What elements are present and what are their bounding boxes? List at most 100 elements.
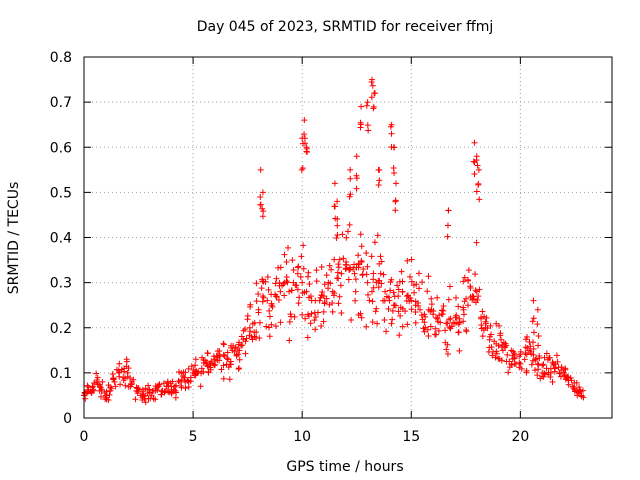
data-point-peak [334,198,341,205]
data-point [476,286,483,293]
data-point [389,316,396,323]
data-point [487,322,494,329]
data-point [333,235,340,242]
x-axis-label: GPS time / hours [286,459,403,475]
data-point [516,353,523,360]
data-point [197,383,204,390]
data-point-peak [257,193,264,200]
data-point [220,375,227,382]
data-point-peak [531,329,537,336]
data-point [180,369,187,376]
data-point [504,351,511,358]
data-point [442,327,449,334]
data-point [286,318,293,325]
data-point [334,269,341,276]
data-point [313,278,320,285]
data-point [268,321,275,328]
data-point [148,392,155,399]
data-point [475,293,482,300]
data-point [395,293,402,300]
data-point [521,356,528,363]
data-point-peak [445,207,452,214]
data-point [320,308,327,315]
data-point [413,281,420,288]
data-point [323,272,330,279]
data-point [218,366,225,373]
data-point [421,328,428,335]
data-point [571,388,578,395]
data-point [277,319,284,326]
data-point [432,325,439,332]
data-point [236,365,243,372]
data-point-peak [390,164,397,171]
data-point [535,366,542,373]
data-point [484,325,491,332]
data-point [198,354,205,361]
data-point [326,262,333,269]
data-point-peak [259,205,266,212]
data-point-peak [475,166,482,173]
data-point [506,364,513,371]
data-point [327,280,334,287]
data-point-peak [388,130,395,137]
data-point [283,258,290,265]
data-point [418,312,425,319]
data-point [243,335,250,342]
data-point [220,340,227,347]
data-point [236,347,243,354]
data-point [531,367,538,374]
data-point [363,249,370,256]
data-point-peak [473,188,480,195]
data-point [377,253,384,260]
data-point [253,329,260,336]
data-point [266,313,273,320]
data-point [416,285,423,292]
data-point [96,387,103,394]
data-point [280,280,287,287]
y-tick-label: 0.5 [50,185,72,201]
data-point [307,320,314,327]
data-point [543,350,550,357]
data-point [256,319,263,326]
data-point [364,263,371,270]
data-point [297,273,304,280]
data-point [102,396,109,403]
data-point-peak [534,306,541,313]
data-point [140,388,147,395]
data-point [259,276,266,283]
data-point [88,388,95,395]
y-tick-label: 0.8 [50,50,72,66]
data-point [404,321,411,328]
data-point [465,267,472,274]
data-point [408,256,415,263]
data-point-peak [392,207,399,214]
data-point [386,297,393,304]
data-point-peak [371,90,378,97]
data-point [395,286,402,293]
data-point [285,244,292,251]
data-point [276,282,283,289]
data-point [184,377,191,384]
data-point [443,346,450,353]
data-point [192,356,199,363]
data-point [302,315,309,322]
data-point [446,283,453,290]
data-point [455,329,462,336]
data-point [465,302,471,309]
data-point [399,323,406,330]
data-point [539,362,546,369]
data-point [415,270,422,277]
data-point [108,385,115,392]
data-point [256,335,263,342]
data-point [344,228,351,235]
data-point [473,239,480,246]
data-point [472,287,479,294]
data-point-peak [368,79,375,86]
data-point [467,283,474,290]
data-point-peak [535,342,542,349]
data-point [205,369,212,376]
data-point [460,311,467,318]
data-point [266,307,273,314]
data-point [382,288,389,295]
